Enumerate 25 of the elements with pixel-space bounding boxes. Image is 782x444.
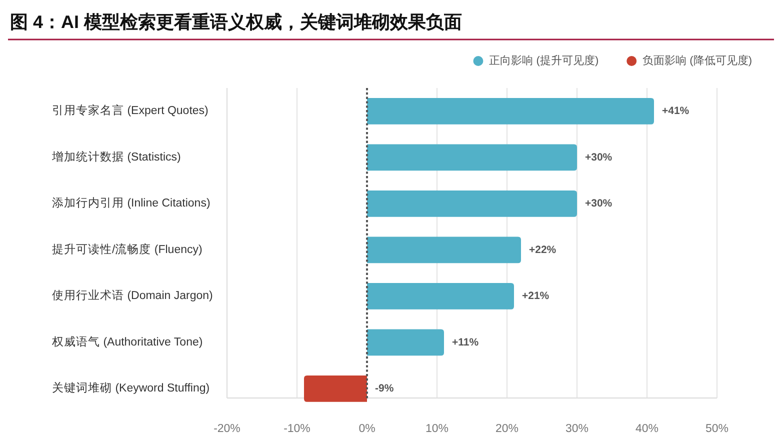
x-tick-label: 0%: [358, 423, 376, 435]
y-tick-label: 使用行业术语 (Domain Jargon): [52, 290, 213, 302]
title: 图 4：AI 模型检索更看重语义权威，关键词堆砌效果负面: [10, 12, 462, 32]
data-label: +30%: [585, 151, 612, 164]
y-tick-label: 引用专家名言 (Expert Quotes): [52, 105, 208, 118]
y-tick-label: 增加统计数据 (Statistics): [52, 151, 181, 164]
data-label: +30%: [585, 198, 612, 210]
legend-label: 正向影响 (提升可见度): [489, 55, 599, 67]
x-tick-label: 50%: [705, 423, 729, 435]
legend-label: 负面影响 (降低可见度): [642, 55, 752, 67]
x-tick-label: 20%: [495, 423, 519, 435]
y-tick-label: 添加行内引用 (Inline Citations): [52, 198, 210, 210]
data-label: +22%: [529, 244, 556, 256]
data-label: +11%: [452, 336, 479, 348]
y-tick-label: 关键词堆砌 (Keyword Stuffing): [52, 382, 210, 395]
data-label: +41%: [662, 105, 690, 118]
x-tick-label: -20%: [214, 423, 240, 435]
x-tick-label: 10%: [425, 423, 449, 435]
x-tick-label: 40%: [635, 423, 659, 435]
y-tick-label: 权威语气 (Authoritative Tone): [52, 336, 203, 348]
x-tick-label: 30%: [565, 423, 589, 435]
y-tick-label: 提升可读性/流畅度 (Fluency): [52, 244, 202, 256]
x-tick-label: -10%: [284, 423, 310, 435]
data-label: +21%: [522, 290, 550, 302]
data-label: -9%: [375, 382, 394, 395]
